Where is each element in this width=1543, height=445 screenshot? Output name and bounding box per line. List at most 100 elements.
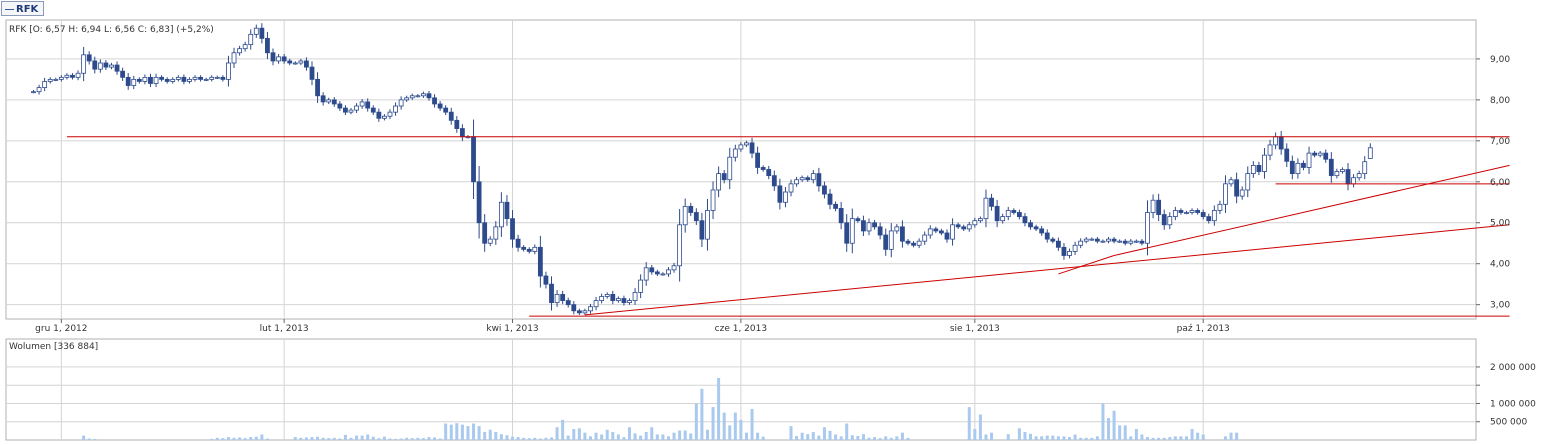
trendline [1058, 255, 1115, 275]
candle-body [1078, 240, 1084, 246]
candle-body [203, 78, 209, 81]
candle-body [304, 60, 309, 68]
candle-body [231, 52, 237, 64]
price-header: RFK [O: 6,57 H: 6,94 L: 6,56 C: 6,83] (+… [9, 25, 214, 35]
candle-body [1234, 179, 1240, 197]
volume-bar [728, 425, 732, 440]
volume-bar [260, 434, 264, 440]
volume-bar [1140, 434, 1144, 440]
volume-tick-label: 500 000 [1490, 418, 1527, 428]
volume-bar [1201, 434, 1205, 440]
candle-body [1228, 179, 1234, 185]
candle-body [877, 226, 883, 236]
candle-body [409, 95, 415, 99]
volume-bar [254, 436, 258, 440]
volume-bar [733, 412, 737, 440]
candle-body [398, 99, 404, 107]
volume-bar [672, 432, 676, 440]
volume-bar [867, 437, 871, 440]
volume-bar [644, 431, 648, 440]
candle-body [855, 218, 861, 222]
volume-bar [722, 412, 726, 440]
candle-body [1367, 147, 1373, 159]
candle-body [1145, 212, 1150, 244]
volume-bar [427, 437, 431, 440]
volume-bar [87, 438, 91, 440]
candle-body [1317, 152, 1323, 156]
candle-body [1284, 148, 1290, 162]
candle-body [415, 95, 421, 98]
candle-body [615, 298, 621, 301]
candle-body [404, 97, 410, 101]
candle-body [643, 267, 649, 281]
volume-bar [494, 431, 498, 440]
volume-grid [6, 339, 1476, 440]
volume-bar [555, 427, 559, 440]
candle-body [1156, 199, 1162, 215]
volume-bar [527, 438, 531, 440]
candle-body [1150, 199, 1156, 213]
candle-body [382, 115, 387, 119]
candle-body [866, 222, 872, 232]
candle-body [599, 296, 605, 301]
volume-bar [538, 438, 542, 440]
candle-body [1022, 216, 1028, 224]
volume-bar [310, 437, 314, 440]
x-tick-label: sie 1, 2013 [950, 324, 1000, 334]
volume-bar [850, 435, 854, 440]
volume-bar [900, 432, 904, 440]
volume-bar [1107, 418, 1111, 440]
volume-bar [839, 436, 843, 440]
candle-body [92, 60, 98, 70]
candle-body [560, 294, 566, 301]
price-tick-label: 4,00 [1490, 260, 1510, 270]
candle-body [721, 173, 727, 181]
volume-bar [694, 403, 698, 440]
volume-bar [683, 430, 687, 440]
volume-bar [1084, 437, 1088, 440]
volume-bar [633, 433, 637, 440]
candle-body [42, 81, 48, 88]
candle-body [838, 208, 844, 224]
candle-body [359, 101, 365, 107]
candle-body [833, 203, 838, 209]
volume-bar [873, 437, 877, 440]
candle-body [1195, 210, 1201, 213]
candle-body [927, 228, 933, 236]
candle-body [944, 232, 950, 240]
volume-bar [616, 434, 620, 440]
volume-bar [744, 432, 748, 440]
candle-body [181, 76, 187, 82]
volume-bar [761, 436, 765, 440]
candle-body [1067, 251, 1072, 256]
candle-body [744, 142, 749, 146]
candle-body [732, 148, 738, 158]
volume-bar [1129, 436, 1133, 440]
volume-bar [550, 437, 554, 440]
candle-body [799, 177, 805, 181]
ticker-tag[interactable]: RFK [1, 1, 44, 16]
candle-body [370, 107, 376, 113]
volume-bar [705, 429, 709, 440]
candle-body [276, 56, 281, 62]
candle-body [783, 191, 788, 203]
candle-body [170, 78, 176, 82]
candle-body [47, 78, 53, 82]
volume-bar [1062, 436, 1066, 440]
volume-bar [845, 423, 849, 440]
volume-tick-label: 2 000 000 [1490, 363, 1536, 373]
volume-bar [822, 427, 826, 440]
candle-body [309, 66, 315, 80]
candle-body [961, 226, 967, 230]
volume-bar [382, 436, 386, 440]
volume-bar [600, 434, 604, 440]
volume-bar [82, 435, 86, 440]
volume-bar [856, 435, 860, 440]
candle-body [1083, 238, 1089, 242]
candle-body [459, 128, 465, 138]
volume-bar [750, 408, 754, 440]
volume-bar [399, 438, 403, 440]
volume-bar [215, 437, 219, 440]
trendlines [66, 136, 1510, 317]
candle-body [471, 136, 476, 183]
